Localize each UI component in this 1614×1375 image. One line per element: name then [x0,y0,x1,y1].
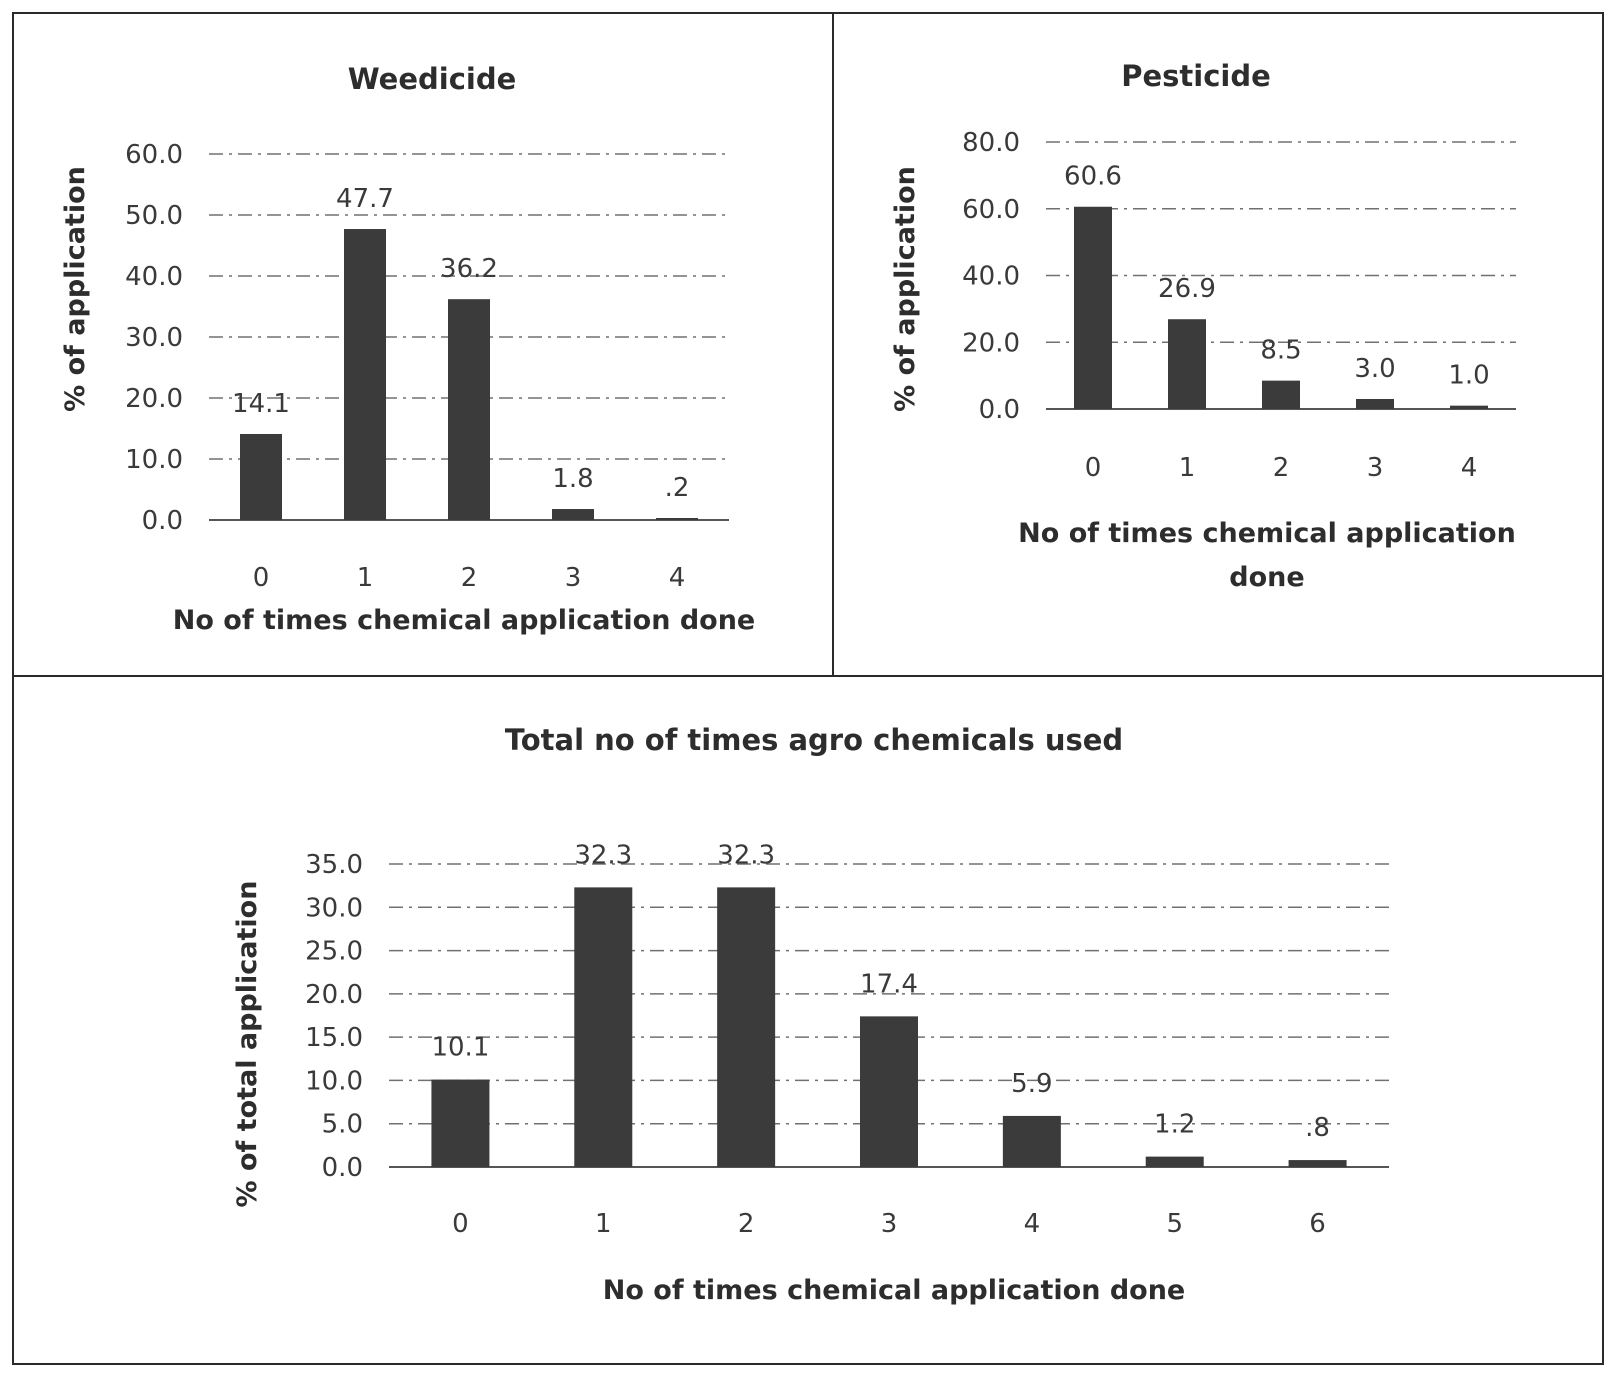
data-label: 14.1 [232,389,290,419]
y-tick-label: 0.0 [322,1153,363,1183]
x-tick-label: 2 [1273,453,1290,483]
data-label: 26.9 [1158,274,1216,304]
x-tick-label: 2 [738,1209,755,1239]
weedicide-chart-panel: Weedicide 0.0 10.0 20.0 30.0 40.0 50.0 60.0 14.1… [12,12,834,677]
data-label: 60.6 [1064,162,1122,192]
x-tick-label: 1 [1179,453,1196,483]
data-label: .2 [665,473,690,503]
y-tick-label: 40.0 [962,262,1020,292]
bar [656,518,698,520]
data-label: 5.9 [1011,1069,1052,1099]
x-tick-label: 3 [1367,453,1384,483]
y-tick-label: 10.0 [305,1066,363,1096]
data-label: 32.3 [717,840,775,870]
data-label: 17.4 [860,969,918,999]
data-label: .8 [1305,1113,1330,1143]
bar [240,433,282,520]
x-tick-label: 1 [357,563,374,593]
pesticide-chart: Pesticide 0.0 20.0 40.0 60.0 80.0 60.6 0 26.9 1 8.… [890,59,1516,593]
total-chart: Total no of times agro chemicals used 0.0… [232,723,1389,1306]
bar [431,1079,490,1167]
x-tick-label: 5 [1166,1209,1183,1239]
x-axis-label: No of times chemical application done [603,1275,1185,1306]
x-tick-label: 0 [253,563,270,593]
x-tick-label: 6 [1309,1209,1326,1239]
chart-title: Weedicide [348,62,517,96]
bar [717,887,776,1167]
total-chart-panel: Total no of times agro chemicals used 0.0… [12,675,1604,1365]
bar [1168,319,1206,409]
bar [860,1016,918,1167]
data-label: 1.8 [552,464,593,494]
y-tick-label: 10.0 [125,445,183,475]
bar [1002,1115,1061,1167]
bar [1288,1160,1347,1167]
x-tick-label: 4 [669,563,686,593]
y-axis-label: % of application [890,166,921,412]
y-axis-label: % of total application [232,881,263,1208]
x-axis-label: No of times chemical application done [173,605,755,636]
y-tick-label: 15.0 [305,1023,363,1053]
data-label: 32.3 [574,840,632,870]
chart-title: Pesticide [1121,59,1271,93]
bar [552,509,594,520]
pesticide-chart-panel: Pesticide 0.0 20.0 40.0 60.0 80.0 60.6 0 26.9 1 8.… [832,12,1604,677]
y-tick-label: 50.0 [125,201,183,231]
x-tick-label: 3 [565,563,582,593]
x-tick-label: 1 [595,1209,612,1239]
y-tick-label: 25.0 [305,937,363,967]
y-axis-label: % of application [60,166,91,412]
x-tick-label: 0 [1085,453,1102,483]
y-tick-label: 20.0 [125,384,183,414]
y-tick-label: 20.0 [962,328,1020,358]
x-tick-label: 3 [881,1209,898,1239]
x-axis-label: No of times chemical application done [1018,518,1516,593]
y-tick-label: 35.0 [305,850,363,880]
x-tick-label: 0 [452,1209,469,1239]
y-tick-label: 60.0 [125,140,183,170]
y-tick-label: 30.0 [305,893,363,923]
data-label: 36.2 [440,254,498,284]
data-label: 3.0 [1354,354,1395,384]
bar [1145,1156,1204,1167]
bar [574,887,633,1167]
bar [344,229,386,520]
y-tick-label: 20.0 [305,980,363,1010]
x-tick-label: 4 [1024,1209,1041,1239]
bar [448,299,490,520]
bar [1450,405,1488,409]
data-label: 1.0 [1448,361,1489,391]
data-label: 8.5 [1260,336,1301,366]
data-label: 10.1 [431,1033,489,1063]
x-tick-label: 4 [1461,453,1478,483]
bar [1262,380,1300,409]
chart-title: Total no of times agro chemicals used [505,723,1123,757]
data-label: 1.2 [1154,1110,1195,1140]
data-label: 47.7 [336,184,394,214]
y-tick-label: 60.0 [962,195,1020,225]
bar [1356,398,1394,409]
y-tick-label: 0.0 [142,506,183,536]
y-tick-label: 80.0 [962,128,1020,158]
y-tick-label: 30.0 [125,323,183,353]
bar [1074,206,1112,409]
y-tick-label: 0.0 [979,395,1020,425]
x-tick-label: 2 [461,563,478,593]
weedicide-chart: Weedicide 0.0 10.0 20.0 30.0 40.0 50.0 60.0 14.1… [60,62,755,636]
y-tick-label: 5.0 [322,1110,363,1140]
y-tick-label: 40.0 [125,262,183,292]
